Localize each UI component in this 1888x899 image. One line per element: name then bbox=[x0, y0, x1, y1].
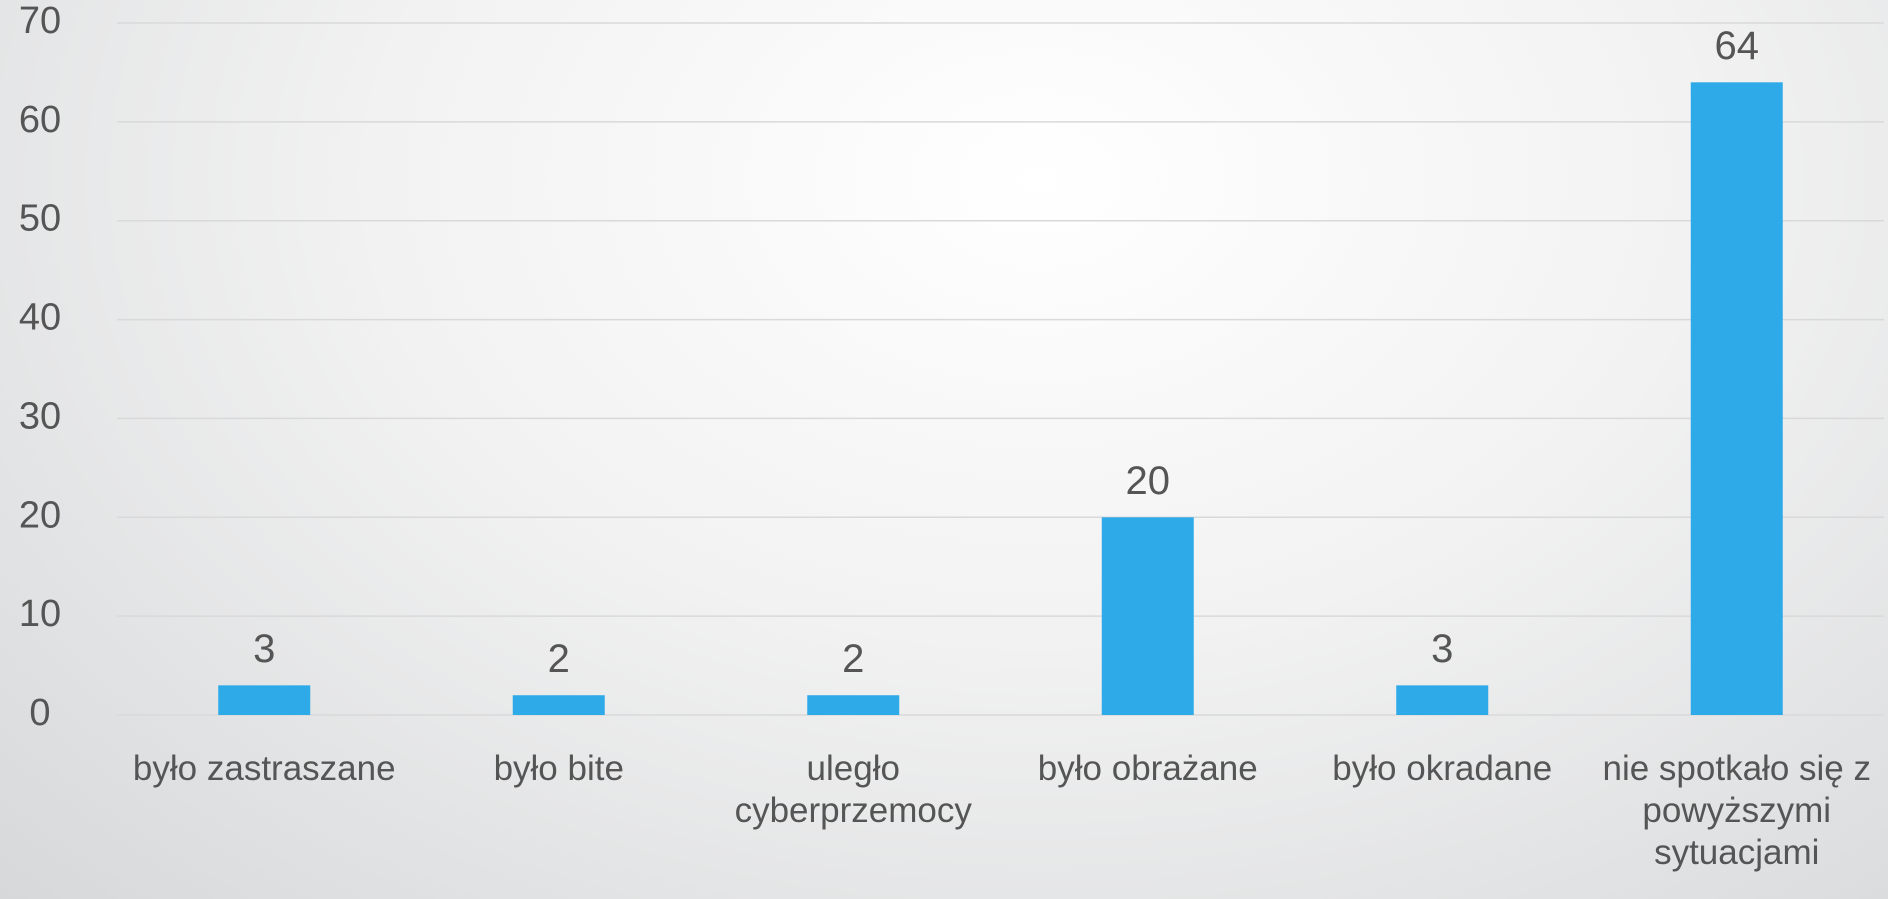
data-label: 3 bbox=[253, 627, 275, 671]
y-tick-label: 70 bbox=[19, 0, 61, 42]
bar bbox=[218, 685, 311, 715]
x-tick-label: było zastraszane bbox=[132, 749, 396, 788]
y-tick-label: 10 bbox=[19, 593, 61, 635]
bar bbox=[512, 695, 605, 715]
x-tick-label: było obrażane bbox=[1037, 749, 1258, 788]
y-tick-label: 50 bbox=[19, 198, 61, 240]
y-tick-label: 0 bbox=[29, 692, 50, 734]
y-tick-label: 20 bbox=[19, 494, 61, 536]
x-tick-label: było bite bbox=[493, 749, 624, 788]
y-tick-label: 40 bbox=[19, 297, 61, 339]
x-tick-label: było okradane bbox=[1332, 749, 1553, 788]
x-tick-label: nie spotkało się z powyższymi sytuacjami bbox=[1602, 749, 1871, 872]
data-label: 64 bbox=[1715, 24, 1760, 68]
y-tick-label: 60 bbox=[19, 99, 61, 141]
bar bbox=[1101, 517, 1194, 715]
data-label: 20 bbox=[1126, 459, 1171, 503]
bar bbox=[1396, 685, 1489, 715]
bar bbox=[807, 695, 900, 715]
bar bbox=[1690, 82, 1783, 716]
data-label: 3 bbox=[1431, 627, 1453, 671]
data-label: 2 bbox=[842, 637, 864, 681]
data-label: 2 bbox=[548, 637, 570, 681]
y-tick-label: 30 bbox=[19, 395, 61, 437]
x-tick-label: uległo cyberprzemocy bbox=[734, 749, 972, 830]
